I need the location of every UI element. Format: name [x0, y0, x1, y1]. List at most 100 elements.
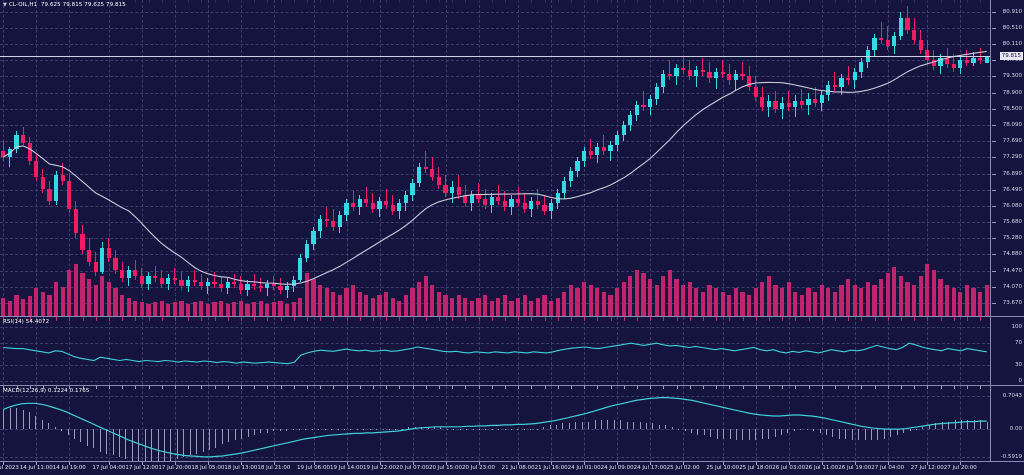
triangle-down-icon[interactable]: ▼	[3, 2, 7, 8]
candle-body	[549, 203, 554, 212]
candle-body	[727, 74, 732, 81]
rsi-indicator-panel[interactable]: 100 70 30 0 RSI(14) 54.4072	[0, 317, 1024, 385]
volume-bar	[7, 300, 12, 316]
top-tick	[108, 0, 110, 3]
top-tick	[504, 0, 506, 3]
candle-wick	[200, 273, 202, 290]
macd-time-gridline	[412, 386, 414, 461]
top-tick	[386, 0, 388, 3]
volume-bar	[846, 279, 851, 316]
candle-body	[318, 219, 323, 232]
price-axis[interactable]: 80.910 80.510 80.110 79.700 79.300 78.900 78.5…	[990, 0, 1024, 316]
time-gridline	[273, 0, 275, 316]
volume-bar	[694, 288, 699, 316]
volume-bar	[806, 288, 811, 316]
candle-wick	[880, 22, 882, 45]
rsi-axis[interactable]: 100 70 30 0	[990, 317, 1024, 385]
rsi-top-tick	[267, 317, 269, 321]
macd-top-tick	[650, 386, 652, 389]
volume-bar	[852, 285, 857, 316]
rsi-top-tick	[346, 317, 348, 321]
candle-body	[93, 261, 98, 272]
volume-bar	[469, 300, 474, 316]
price-chart-panel[interactable]: 80.910 80.510 80.110 79.700 79.300 78.900 78.5…	[0, 0, 1024, 316]
rsi-tick-label: 100	[1011, 324, 1023, 330]
time-tick-mark	[445, 462, 447, 465]
candle-body	[832, 84, 837, 87]
time-tick-label: 24 Jul 01:00	[567, 465, 601, 471]
macd-histogram-bar	[858, 429, 860, 441]
candlestick	[34, 0, 39, 316]
candle-wick	[847, 66, 849, 85]
macd-histogram-bar	[67, 429, 69, 435]
volume-bar	[357, 291, 362, 316]
macd-histogram-bar	[941, 421, 943, 430]
macd-histogram-bar	[478, 429, 480, 431]
macd-plot-area[interactable]	[0, 386, 990, 461]
price-tick-label: 80.510	[1002, 24, 1022, 31]
candle-body	[964, 60, 969, 64]
macd-histogram-bar	[928, 425, 930, 430]
time-tick-mark	[755, 462, 757, 465]
volume-bar	[826, 288, 831, 316]
macd-histogram-bar	[896, 429, 898, 435]
macd-histogram-bar	[607, 419, 609, 430]
candle-wick	[213, 271, 215, 288]
candle-body	[859, 62, 864, 73]
rsi-top-tick	[597, 317, 599, 321]
top-tick	[900, 0, 902, 3]
rsi-top-tick	[306, 317, 308, 321]
candlestick	[826, 0, 831, 316]
macd-signal-line	[3, 397, 987, 458]
macd-histogram-bar	[337, 429, 339, 431]
candle-wick	[134, 259, 136, 280]
price-tick-mark	[992, 287, 996, 289]
rsi-top-tick	[782, 317, 784, 321]
rsi-header: RSI(14) 54.4072	[3, 319, 50, 325]
candle-wick	[62, 163, 64, 186]
top-tick	[174, 0, 176, 3]
candle-body	[476, 195, 481, 200]
macd-gridline	[0, 457, 990, 458]
macd-indicator-panel[interactable]: 0.7043 0.00 -0.5919 MACD(12,26,9) 0.1224 0…	[0, 386, 1024, 461]
volume-bar	[278, 300, 283, 316]
rsi-plot-area[interactable]	[0, 317, 990, 385]
price-plot-area[interactable]	[0, 0, 990, 316]
candle-body	[806, 98, 811, 105]
volume-bar	[720, 291, 725, 316]
candle-body	[793, 100, 798, 107]
top-tick	[399, 0, 401, 3]
time-tick-label: 17 Jul 20:00	[158, 465, 192, 471]
time-tick-label: 24 Jul 09:00	[600, 465, 634, 471]
macd-histogram-bar	[241, 429, 243, 439]
rsi-gridline	[0, 327, 990, 328]
candle-body	[47, 189, 52, 202]
volume-bar	[483, 294, 488, 316]
price-tick-label: 78.090	[1002, 122, 1022, 129]
rsi-top-tick	[438, 317, 440, 321]
candlestick	[766, 0, 771, 316]
macd-histogram-bar	[543, 427, 545, 430]
volume-bar	[898, 276, 903, 316]
candle-body	[707, 72, 712, 79]
volume-bar	[615, 288, 620, 316]
macd-histogram-bar	[41, 419, 43, 430]
macd-top-tick	[821, 386, 823, 389]
candle-wick	[517, 187, 519, 208]
time-tick-label: 20 Jul 23:00	[462, 465, 495, 471]
time-gridline	[3, 0, 5, 316]
candlestick	[80, 0, 85, 316]
macd-histogram-bar	[292, 429, 294, 431]
candlestick	[839, 0, 844, 316]
rsi-top-tick	[95, 317, 97, 321]
volume-bar	[120, 294, 125, 316]
candlestick	[542, 0, 547, 316]
candle-wick	[332, 209, 334, 232]
candlestick	[958, 0, 963, 316]
rsi-top-tick	[768, 317, 770, 321]
volume-bar	[872, 285, 877, 316]
macd-axis[interactable]: 0.7043 0.00 -0.5919	[990, 386, 1024, 461]
macd-histogram-bar	[716, 429, 718, 439]
time-tick-label: 25 Jul 18:00	[739, 465, 773, 471]
